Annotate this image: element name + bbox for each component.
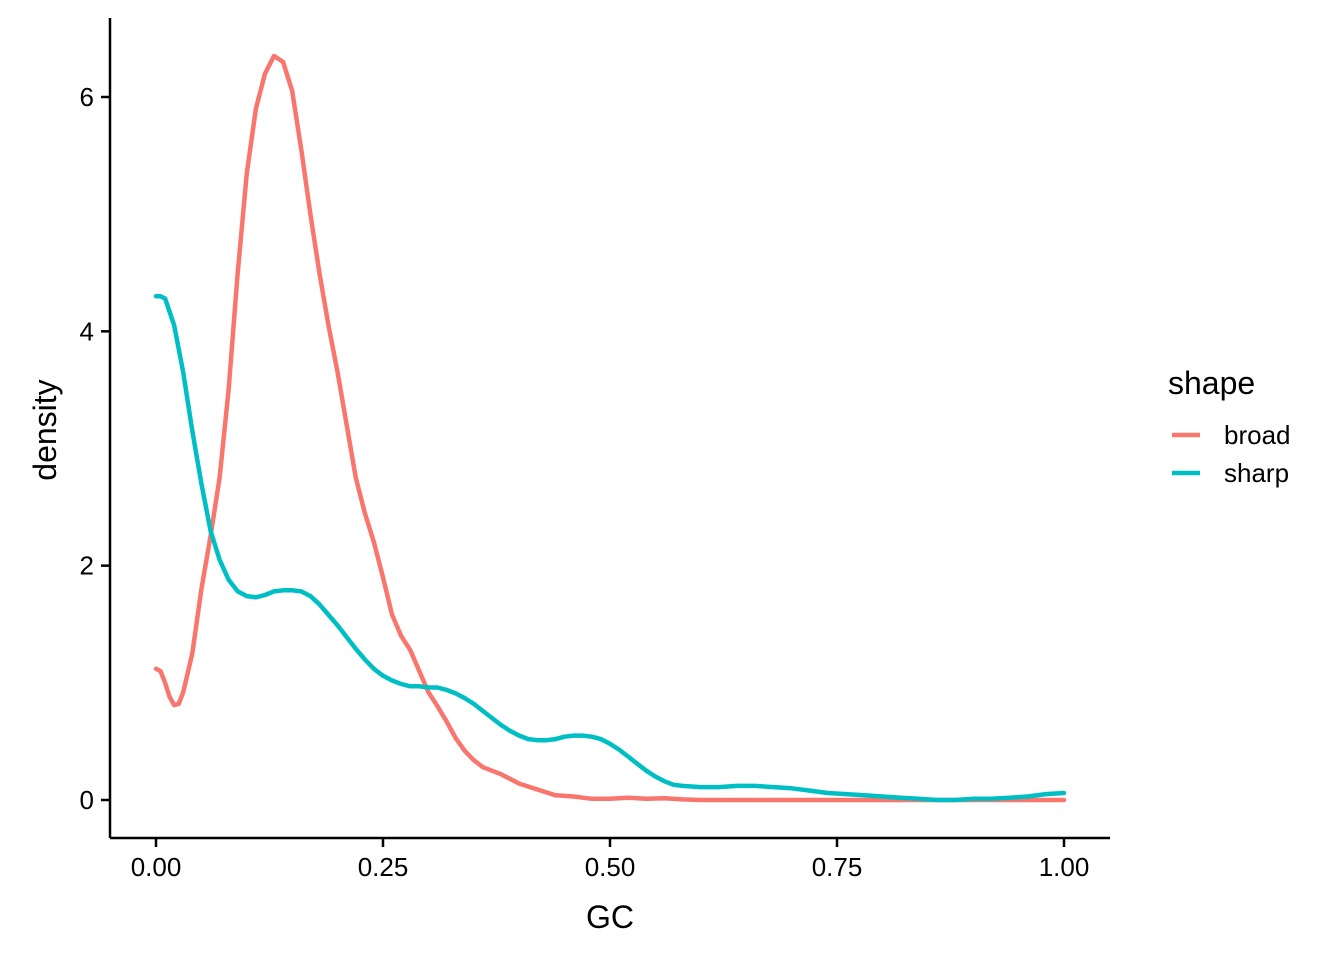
legend-label-broad: broad (1224, 420, 1291, 450)
series-line-broad (153, 53, 1067, 803)
series-layer (153, 53, 1067, 803)
legend-items: broad sharp (1172, 420, 1291, 488)
y-tick-label: 0 (80, 785, 94, 815)
y-tick-label: 6 (80, 82, 94, 112)
legend: shape broad sharp (1168, 365, 1291, 488)
y-tick-label: 4 (80, 316, 94, 346)
axes-layer: 0.00 0.25 0.50 0.75 1.00 0 2 4 6 (80, 18, 1110, 882)
x-axis-title: GC (586, 899, 634, 935)
legend-title: shape (1168, 365, 1255, 401)
y-tick-label: 2 (80, 551, 94, 581)
x-tick-label: 0.00 (131, 852, 182, 882)
y-axis-title: density (27, 379, 63, 480)
x-tick-label: 0.75 (812, 852, 863, 882)
legend-label-sharp: sharp (1224, 458, 1289, 488)
series-line-sharp (153, 293, 1067, 803)
x-tick-label: 0.25 (358, 852, 409, 882)
x-tick-label: 0.50 (585, 852, 636, 882)
x-tick-label: 1.00 (1039, 852, 1090, 882)
